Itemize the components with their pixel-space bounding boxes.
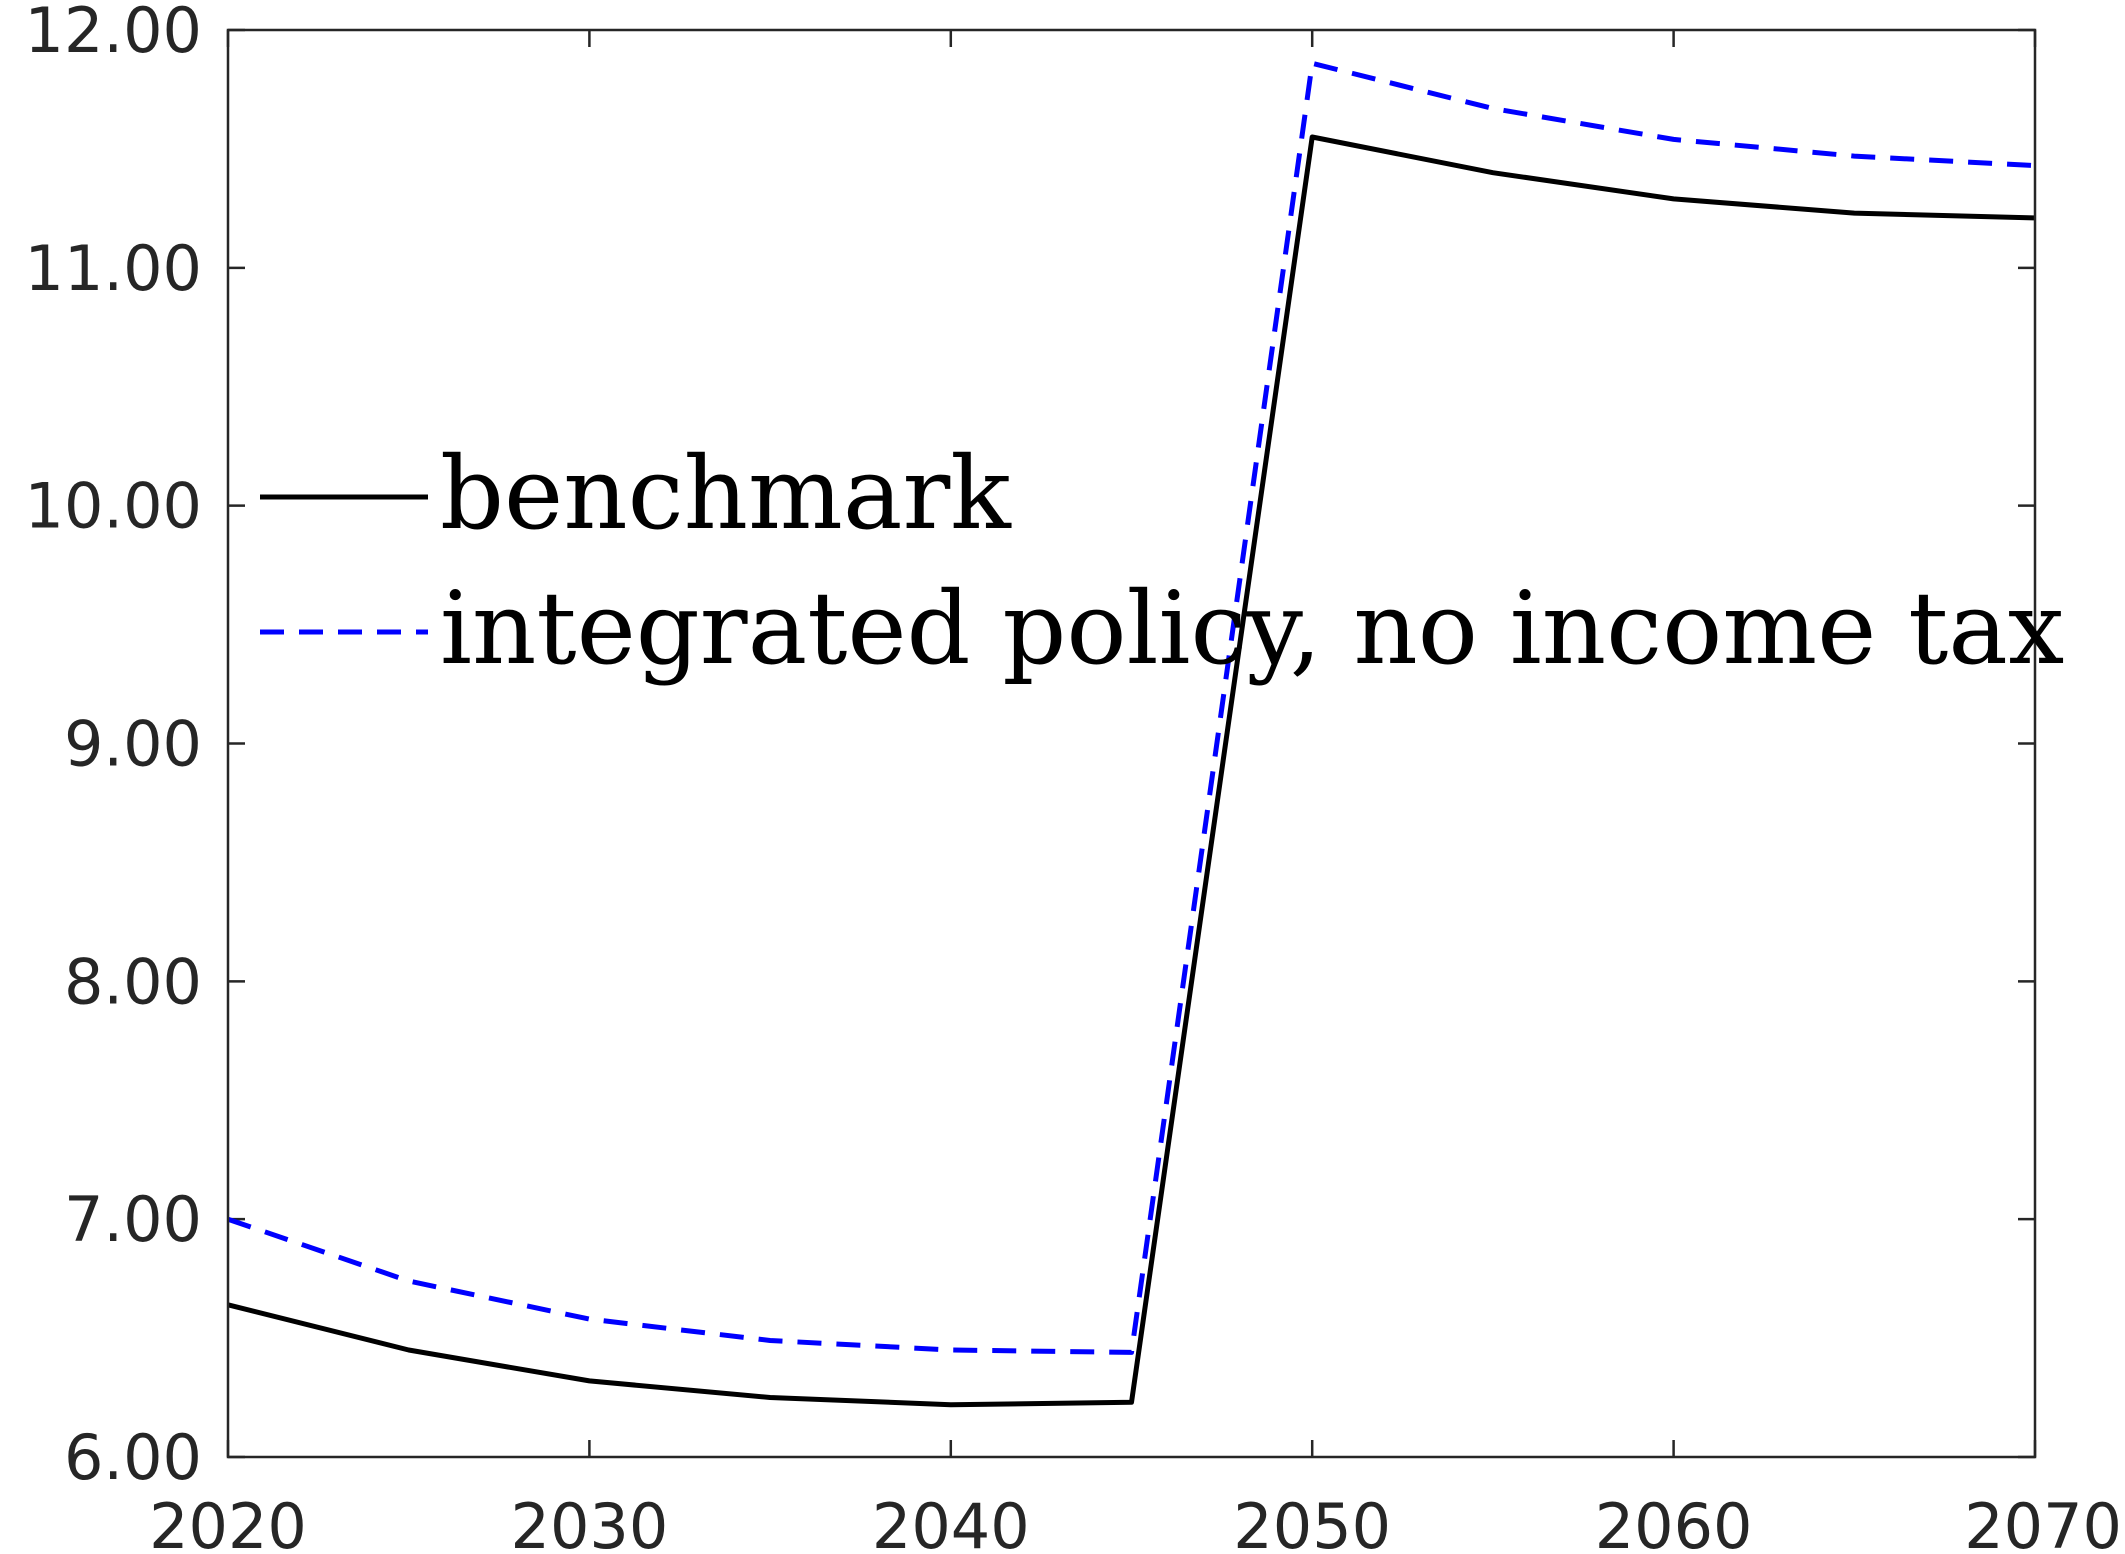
- x-tick-label: 2060: [1595, 1490, 1753, 1554]
- y-tick-label: 11.00: [25, 232, 203, 305]
- x-tick-label: 2040: [872, 1490, 1030, 1554]
- y-axis-tick-labels: 6.00 7.00 8.00 9.00 10.00 11.00 12.00: [25, 0, 203, 1494]
- x-tick-label: 2050: [1233, 1490, 1391, 1554]
- x-tick-label: 2070: [1964, 1490, 2122, 1554]
- x-axis-tick-labels: 2020 2030 2040 2050 2060 2070: [149, 1490, 2122, 1554]
- legend-label-integrated-policy: integrated policy, no income tax: [440, 570, 2064, 687]
- plot-frame: [226, 28, 2037, 1459]
- y-tick-label: 7.00: [64, 1183, 202, 1256]
- y-tick-label: 12.00: [25, 0, 203, 67]
- x-tick-label: 2020: [149, 1490, 307, 1554]
- y-tick-label: 8.00: [64, 945, 202, 1018]
- x-tick-label: 2030: [511, 1490, 669, 1554]
- series-line-integrated-policy: [227, 60, 2036, 1355]
- series-layer: [227, 60, 2036, 1408]
- y-tick-label: 9.00: [64, 708, 202, 781]
- series-line-benchmark: [227, 134, 2036, 1408]
- legend-label-benchmark: benchmark: [440, 435, 1012, 552]
- legend: benchmark integrated policy, no income t…: [260, 435, 2064, 687]
- y-tick-label: 10.00: [25, 470, 203, 543]
- y-tick-label: 6.00: [64, 1421, 202, 1494]
